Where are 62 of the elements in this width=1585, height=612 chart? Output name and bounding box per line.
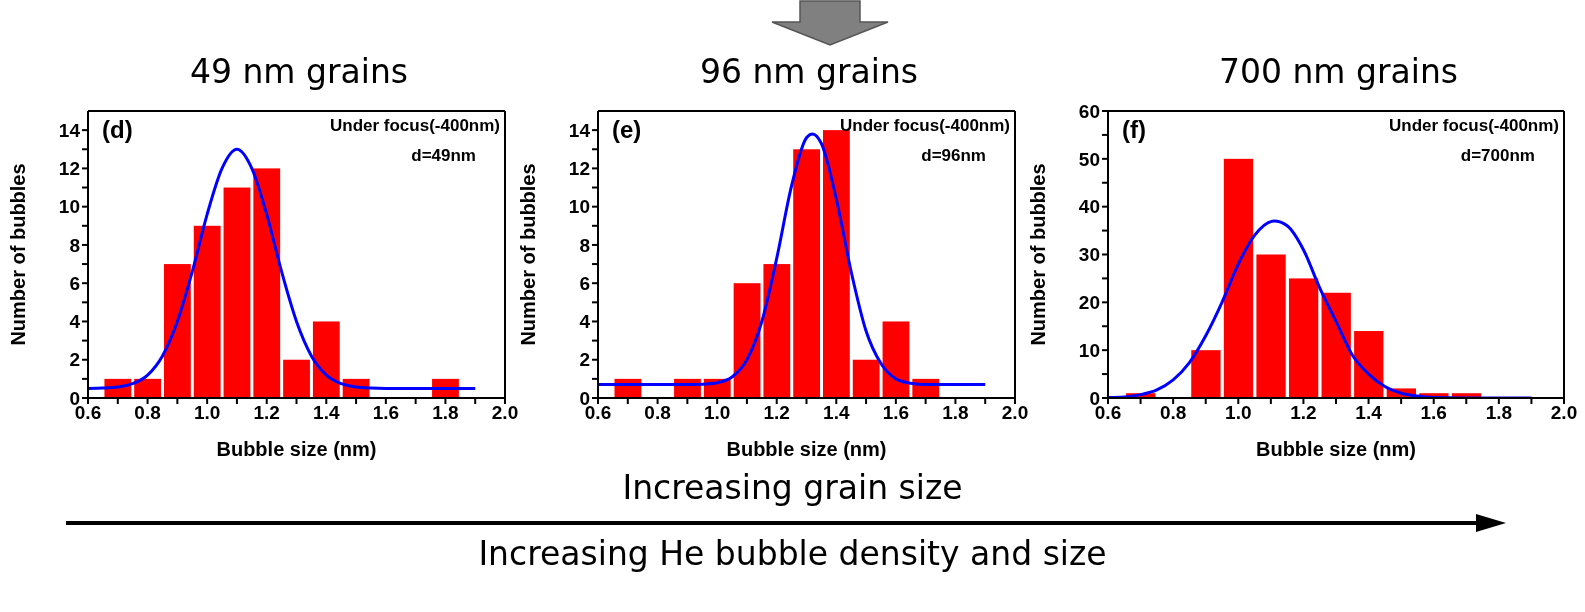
- y-tick-label: 12: [568, 158, 590, 180]
- x-tick-label: 0.8: [644, 402, 671, 424]
- chart-title: 700 nm grains: [1217, 52, 1459, 93]
- x-tick-label: 1.2: [763, 402, 790, 424]
- y-tick-label: 10: [1078, 339, 1100, 361]
- y-tick-label: 10: [58, 196, 80, 218]
- annotation: Under focus(-400nm): [1388, 116, 1559, 136]
- y-tick-label: 60: [1078, 100, 1100, 122]
- x-tick-label: 1.2: [253, 402, 280, 424]
- y-axis-title: Number of bubbles: [7, 163, 30, 346]
- y-axis-title: Number of bubbles: [1027, 163, 1050, 346]
- x-tick-label: 1.6: [372, 402, 400, 424]
- y-tick-label: 14: [58, 119, 81, 141]
- x-axis-title: Bubble size (nm): [726, 438, 887, 460]
- x-tick-label: 1.0: [1225, 402, 1252, 424]
- y-tick-label: 10: [568, 196, 590, 218]
- x-tick-label: 0.8: [134, 402, 161, 424]
- x-tick-label: 1.8: [1485, 402, 1513, 424]
- annotation: (d): [102, 116, 133, 144]
- x-tick-label: 1.0: [703, 402, 731, 424]
- x-tick-label: 1.8: [432, 402, 459, 424]
- y-tick-label: 8: [579, 234, 590, 256]
- x-tick-label: 1.2: [1290, 402, 1317, 424]
- annotation: (e): [612, 116, 642, 144]
- x-tick-label: 0.8: [1159, 402, 1187, 424]
- y-tick-label: 8: [69, 234, 80, 256]
- y-tick-label: 14: [568, 119, 591, 141]
- y-tick-label: 12: [58, 158, 80, 180]
- x-tick-label: 1.4: [313, 402, 340, 424]
- x-tick-label: 2.0: [491, 402, 519, 424]
- text: Increasing He bubble density and size: [477, 534, 1108, 573]
- x-tick-label: 1.6: [1420, 402, 1447, 424]
- x-tick-label: 1.4: [1355, 402, 1383, 424]
- x-tick-label: 1.4: [823, 402, 850, 424]
- y-tick-label: 40: [1078, 196, 1100, 218]
- x-axis-title: Bubble size (nm): [1255, 438, 1417, 460]
- y-tick-label: 6: [579, 272, 590, 294]
- y-tick-label: 20: [1078, 292, 1100, 314]
- y-tick-label: 4: [579, 311, 591, 333]
- y-tick-label: 4: [69, 311, 81, 333]
- annotation: (f): [1122, 116, 1146, 144]
- x-tick-label: 2.0: [1550, 402, 1578, 424]
- annotation: d=49nm: [411, 146, 476, 166]
- chart-title: 96 nm grains: [698, 52, 919, 93]
- y-tick-label: 2: [69, 349, 80, 371]
- annotation: d=96nm: [921, 146, 986, 166]
- y-axis-title: Number of bubbles: [517, 163, 540, 346]
- x-axis-title: Bubble size (nm): [216, 438, 377, 460]
- x-tick-label: 2.0: [1001, 402, 1029, 424]
- annotation: Under focus(-400nm): [329, 116, 500, 136]
- x-tick-label: 1.8: [942, 402, 969, 424]
- y-tick-label: 30: [1078, 244, 1100, 266]
- y-tick-label: 50: [1078, 148, 1100, 170]
- x-tick-label: 1.6: [882, 402, 910, 424]
- chart-title: 49 nm grains: [188, 52, 409, 93]
- x-tick-label: 1.0: [193, 402, 221, 424]
- text: Increasing grain size: [621, 468, 964, 509]
- annotation: Under focus(-400nm): [839, 116, 1010, 136]
- annotation: d=700nm: [1460, 146, 1535, 166]
- y-tick-label: 6: [69, 272, 80, 294]
- line-series: [88, 147, 477, 390]
- y-tick-label: 2: [579, 349, 590, 371]
